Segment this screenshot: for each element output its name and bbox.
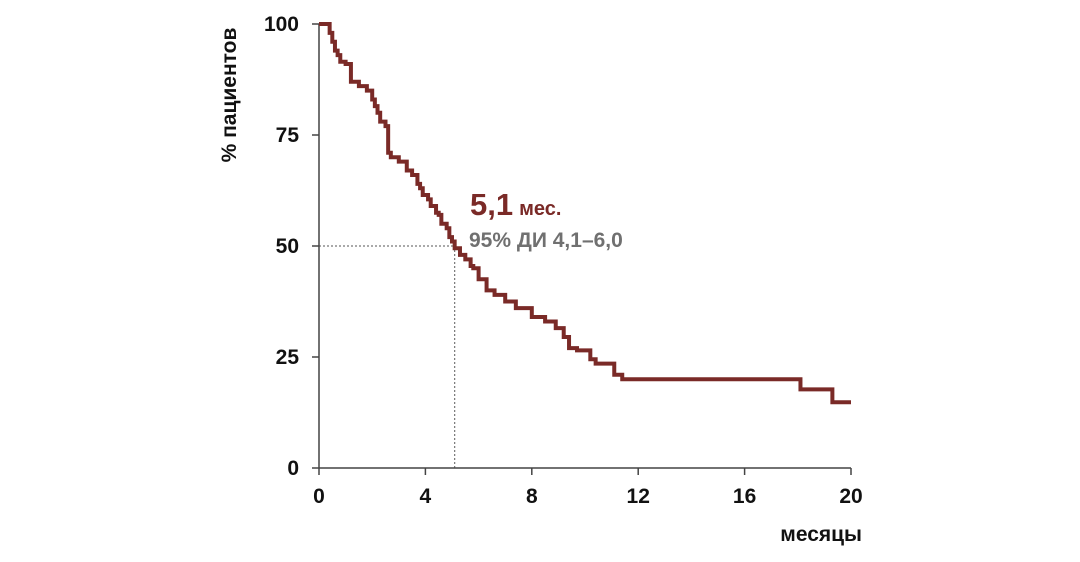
x-axis-label: месяцы	[780, 523, 862, 546]
y-axis-label: % пациентов	[218, 28, 241, 163]
median-ci-annotation: 95% ДИ 4,1–6,0	[469, 229, 623, 252]
x-tick-label: 4	[420, 485, 432, 508]
x-tick-label: 8	[526, 485, 538, 508]
survival-curve	[319, 22, 851, 405]
y-tick-label: 50	[276, 235, 299, 258]
x-tick-label: 12	[627, 485, 650, 508]
x-tick-label: 16	[733, 485, 756, 508]
median-value-annotation: 5,1 мес.	[470, 187, 561, 222]
survival-curve-group	[319, 22, 851, 405]
x-tick-label: 0	[313, 485, 325, 508]
y-tick-label: 100	[264, 13, 299, 36]
reference-lines	[319, 245, 456, 468]
y-tick-label: 75	[276, 124, 300, 147]
x-tick-label: 20	[839, 485, 862, 508]
median-value: 5,1	[470, 187, 513, 222]
median-unit: мес.	[519, 198, 561, 220]
tick-labels: 0 25 50 75 100 0 4 8 12 16 20	[264, 13, 863, 508]
y-tick-label: 0	[287, 457, 299, 480]
axes	[312, 23, 852, 475]
y-tick-label: 25	[276, 346, 300, 369]
